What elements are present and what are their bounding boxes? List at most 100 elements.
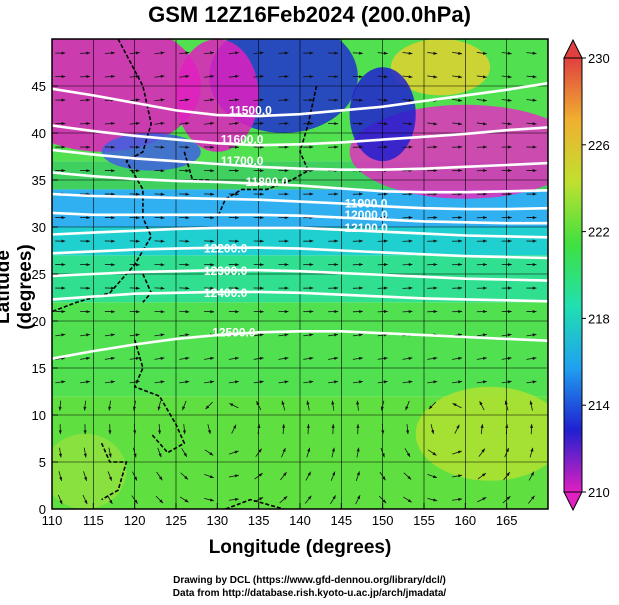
- wind-arrowhead: [356, 400, 360, 405]
- wind-arrowhead: [235, 169, 239, 173]
- wind-arrowhead: [380, 406, 384, 411]
- colorbar-tick-label: 226: [588, 138, 610, 153]
- wind-arrowhead: [284, 356, 289, 360]
- wind-arrowhead: [507, 216, 512, 220]
- wind-arrowhead: [505, 424, 509, 428]
- wind-arrowhead: [357, 495, 361, 500]
- wind-arrowhead: [309, 98, 314, 102]
- wind-arrowhead: [284, 286, 289, 290]
- wind-arrowhead: [256, 401, 260, 406]
- wind-arrowhead: [61, 263, 66, 267]
- wind-arrowhead: [283, 472, 287, 477]
- wind-arrowhead: [532, 356, 537, 360]
- wind-arrowhead: [284, 263, 289, 267]
- wind-arrowhead: [408, 356, 413, 360]
- wind-arrowhead: [309, 356, 314, 360]
- wind-arrowhead: [135, 333, 140, 337]
- wind-arrowhead: [309, 310, 314, 314]
- colorbar: 210 214 218 222 226 230: [563, 38, 610, 512]
- wind-arrowhead: [507, 192, 512, 196]
- wind-arrowhead: [235, 145, 239, 149]
- wind-arrowhead: [309, 239, 314, 243]
- wind-arrowhead: [433, 286, 438, 290]
- contour-line: [52, 192, 548, 211]
- wind-arrowhead: [135, 380, 140, 384]
- wind-arrowhead: [530, 471, 534, 476]
- wind-arrowhead: [407, 475, 412, 480]
- wind-arrowhead: [458, 145, 463, 149]
- wind-arrowhead: [408, 239, 413, 243]
- wind-arrowhead: [157, 406, 161, 411]
- wind-arrowhead: [532, 310, 537, 314]
- wind-arrowhead: [383, 286, 388, 290]
- wind-arrowhead: [135, 169, 140, 173]
- wind-arrowhead: [506, 472, 510, 477]
- wind-arrowhead: [334, 98, 339, 102]
- wind-arrowhead: [382, 499, 387, 504]
- wind-arrowhead: [185, 310, 190, 314]
- wind-arrowhead: [234, 380, 239, 384]
- wind-arrowhead: [334, 356, 339, 360]
- colorbar-tick-label: 218: [588, 311, 610, 326]
- wind-arrowhead: [334, 333, 339, 337]
- wind-arrowhead: [433, 122, 438, 126]
- coast-segment: [225, 498, 284, 509]
- wind-arrowhead: [234, 497, 239, 501]
- wind-arrowhead: [284, 121, 289, 126]
- wind-arrowhead: [408, 380, 413, 384]
- wind-arrowhead: [205, 405, 210, 410]
- wind-arrowhead: [433, 239, 438, 243]
- wind-arrowhead: [210, 263, 215, 267]
- wind-arrowhead: [458, 262, 463, 267]
- wind-arrowhead: [532, 239, 537, 243]
- wind-arrowhead: [259, 216, 264, 220]
- wind-arrowhead: [507, 169, 512, 173]
- wind-arrowhead: [334, 51, 339, 55]
- wind-arrowhead: [111, 169, 115, 173]
- wind-arrowhead: [259, 121, 264, 126]
- wind-arrowhead: [210, 169, 215, 173]
- wind-arrowhead: [284, 98, 289, 102]
- wind-arrowhead: [135, 98, 140, 102]
- contour-label: 12300.0: [204, 264, 248, 278]
- wind-arrowhead: [458, 51, 463, 55]
- wind-arrowhead: [408, 262, 413, 267]
- wind-arrowhead: [307, 471, 311, 476]
- x-tick-label: 140: [289, 513, 311, 528]
- wind-arrowhead: [61, 51, 66, 55]
- wind-arrowhead: [482, 75, 487, 79]
- wind-arrowhead: [483, 169, 487, 173]
- wind-arrowhead: [284, 333, 289, 337]
- y-tick-label: 35: [32, 173, 46, 188]
- wind-arrowhead: [532, 263, 537, 267]
- wind-arrowhead: [133, 430, 137, 435]
- contour-line: [52, 268, 548, 282]
- wind-arrowhead: [259, 192, 264, 196]
- wind-arrowhead: [86, 121, 91, 126]
- colorbar-tick-label: 230: [588, 51, 610, 66]
- wind-streamlines: [55, 51, 537, 505]
- wind-arrowhead: [185, 74, 190, 78]
- wind-arrowhead: [456, 424, 460, 429]
- wind-arrowhead: [183, 452, 187, 457]
- wind-arrowhead: [381, 453, 385, 458]
- wind-arrowhead: [383, 262, 388, 267]
- wind-arrowhead: [331, 424, 335, 428]
- wind-arrowhead: [309, 333, 314, 337]
- wind-arrowhead: [210, 192, 215, 196]
- wind-arrowhead: [184, 475, 188, 480]
- wind-arrowhead: [234, 356, 239, 360]
- wind-arrowhead: [160, 239, 165, 243]
- wind-arrowhead: [309, 122, 314, 126]
- wind-arrowhead: [334, 192, 339, 196]
- wind-arrowhead: [111, 51, 115, 55]
- wind-arrowhead: [210, 51, 215, 55]
- wind-arrowhead: [209, 452, 214, 456]
- wind-arrowhead: [182, 406, 186, 411]
- wind-arrowhead: [307, 447, 311, 452]
- wind-arrowhead: [483, 145, 487, 149]
- wind-arrowhead: [158, 453, 162, 458]
- wind-arrowhead: [259, 51, 264, 55]
- wind-arrowhead: [157, 430, 162, 435]
- wind-arrowhead: [160, 286, 165, 290]
